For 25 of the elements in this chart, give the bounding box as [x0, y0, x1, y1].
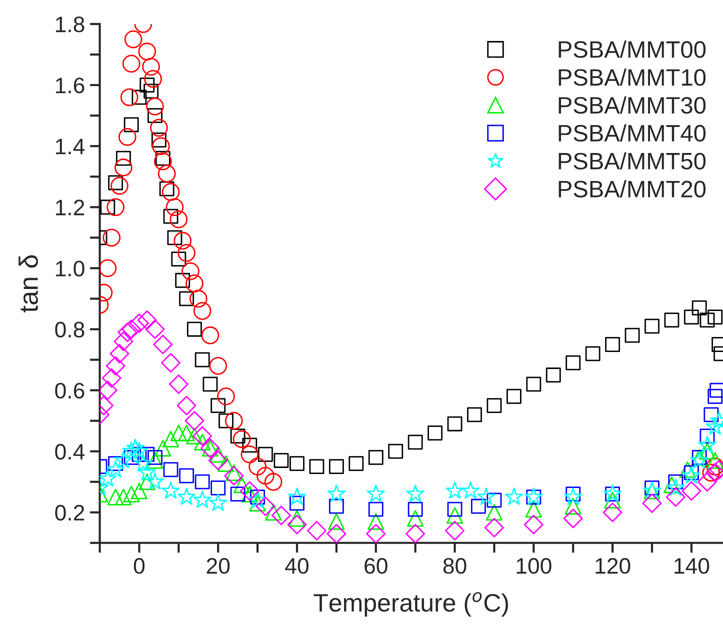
x-tick-label: 0 — [134, 558, 145, 574]
legend-label: PSBA/MMT10 — [558, 68, 706, 86]
x-axis-title: Temperature ($^{o}$C) — [314, 592, 508, 617]
y-tick-label: 1.0 — [56, 260, 84, 276]
legend-label: PSBA/MMT30 — [558, 96, 706, 114]
x-tick-label: 40 — [285, 558, 308, 574]
y-tick-label: 0.4 — [55, 444, 85, 460]
x-tick-label: 60 — [364, 558, 388, 574]
x-tick-label: 140 — [674, 558, 710, 574]
y-tick-label: 1.6 — [56, 78, 84, 94]
legend-label: PSBA/MMT20 — [558, 180, 706, 198]
y-tick-label: 1.2 — [56, 200, 84, 216]
x-tick-label: 80 — [443, 558, 466, 574]
y-tick-label: 1.4 — [56, 138, 85, 154]
legend-label: PSBA/MMT40 — [558, 124, 706, 142]
legend-label: PSBA/MMT50 — [558, 152, 706, 170]
legend-label: PSBA/MMT00 — [558, 40, 706, 58]
y-tick-label: 1.8 — [56, 16, 84, 32]
y-axis-title: tan δ — [18, 255, 38, 312]
y-tick-label: 0.6 — [55, 382, 84, 399]
x-tick-label: 20 — [206, 558, 230, 574]
x-tick-label: 100 — [516, 558, 552, 574]
y-tick-label: 0.8 — [55, 322, 84, 338]
x-tick-label: 120 — [596, 558, 630, 574]
y-tick-label: 0.2 — [55, 504, 84, 521]
